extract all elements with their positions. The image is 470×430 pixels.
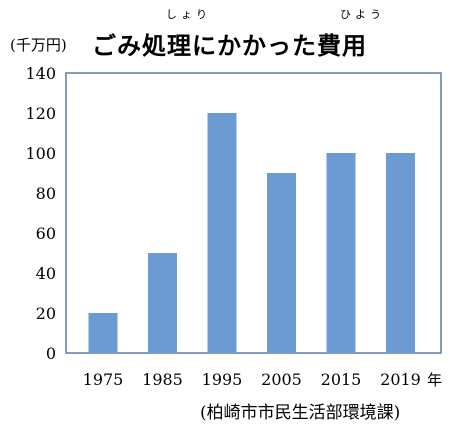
y-tick-label: 120	[25, 104, 56, 123]
title-ruby-hiyou: ひよう	[340, 8, 385, 21]
bar-2005	[267, 173, 296, 353]
x-axis-unit-label: 年	[427, 371, 442, 389]
bar-2019	[386, 153, 415, 353]
bar-2015	[326, 153, 356, 353]
bar-1975	[88, 313, 118, 353]
y-tick-labels: 0 20 40 60 80 100 120 140	[25, 64, 56, 363]
title-ruby-shori: しょり	[166, 8, 211, 21]
y-axis-unit-label: (千万円)	[10, 36, 67, 54]
y-tick-label: 40	[36, 264, 56, 283]
bar-1995	[207, 113, 237, 353]
bar-1985	[148, 253, 177, 353]
x-tick-label: 1975	[83, 370, 124, 389]
x-tick-label: 2005	[261, 370, 302, 389]
y-tick-label: 140	[25, 64, 56, 83]
y-tick-label: 100	[25, 144, 56, 163]
x-tick-label: 2019	[380, 370, 421, 389]
x-tick-label: 2015	[321, 370, 362, 389]
y-tick-label: 60	[36, 224, 56, 243]
x-tick-label: 1995	[202, 370, 243, 389]
source-note: (柏崎市市民生活部環境課)	[200, 403, 401, 423]
x-tick-label: 1985	[142, 370, 183, 389]
y-tick-label: 0	[46, 344, 56, 363]
plot-frame	[65, 72, 442, 354]
bars	[88, 113, 415, 353]
x-tick-labels: 1975 1985 1995 2005 2015 2019	[83, 370, 421, 389]
y-tick-label: 20	[36, 304, 56, 323]
chart-title: ごみ処理にかかった費用	[92, 32, 367, 60]
y-tick-label: 80	[36, 184, 56, 203]
